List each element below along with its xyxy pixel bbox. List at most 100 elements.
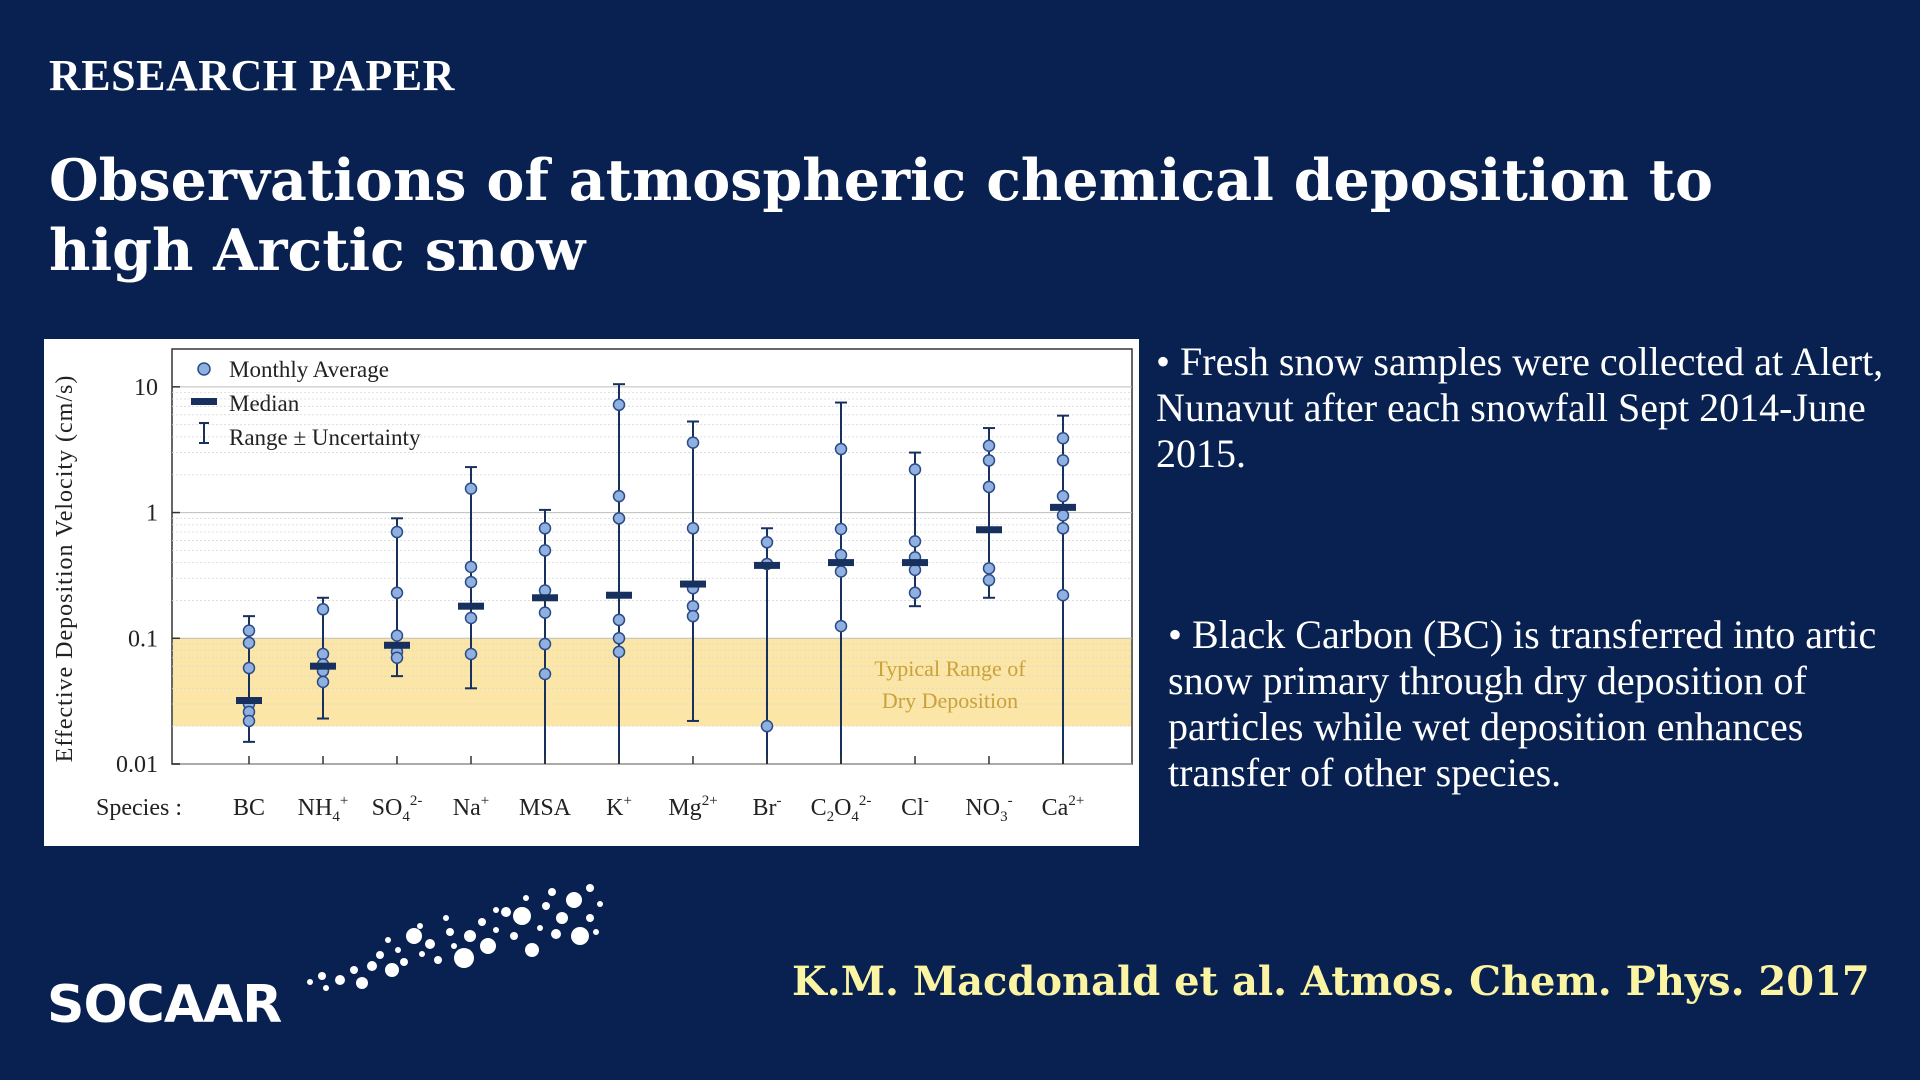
species-6: Mg2+ <box>668 420 718 821</box>
monthly-average-point <box>908 535 922 548</box>
monthly-average-point <box>538 544 552 557</box>
species-label: MSA <box>519 795 572 821</box>
dots-swirl-icon <box>307 884 603 991</box>
median-marker <box>902 559 928 567</box>
median-marker <box>1050 503 1076 511</box>
page-title: Observations of atmospheric chemical dep… <box>49 147 1714 284</box>
monthly-average-point <box>390 651 404 665</box>
median-marker <box>532 594 558 602</box>
species-5: K+ <box>606 383 632 821</box>
band-label-line2: Dry Deposition <box>882 688 1018 713</box>
species-9: Cl- <box>901 451 929 821</box>
species-3: Na+ <box>453 466 489 821</box>
species-label: Cl- <box>901 793 929 821</box>
monthly-average-point <box>1056 454 1070 467</box>
legend-entry: Monthly Average <box>229 357 389 382</box>
monthly-average-point <box>390 586 404 600</box>
median-marker <box>976 526 1002 534</box>
dry-deposition-band <box>173 638 1131 727</box>
monthly-average-point <box>1056 588 1070 602</box>
median-marker <box>754 561 780 569</box>
monthly-average-point <box>834 565 848 578</box>
species-0: BC <box>233 615 265 821</box>
legend-marker-monthly <box>197 362 211 376</box>
species-label: Ca2+ <box>1042 793 1085 821</box>
monthly-average-point <box>1056 509 1070 522</box>
monthly-average-point <box>1056 432 1070 445</box>
monthly-average-point <box>686 522 700 535</box>
monthly-average-point <box>612 489 626 503</box>
median-marker <box>458 602 484 610</box>
y-tick-label: 0.1 <box>128 626 158 652</box>
monthly-average-point <box>316 603 330 616</box>
monthly-average-point <box>242 636 256 650</box>
species-label: K+ <box>606 793 632 821</box>
median-marker <box>680 580 706 588</box>
species-10: NO3- <box>965 427 1013 825</box>
monthly-average-point <box>686 609 700 623</box>
species-label: NH4+ <box>298 793 349 825</box>
monthly-average-point <box>612 613 626 627</box>
monthly-average-point <box>612 398 626 412</box>
logo-text: SOCAAR <box>47 975 282 1035</box>
monthly-average-point <box>760 719 774 733</box>
median-marker <box>236 696 262 704</box>
legend: Monthly Average Median Range ± Uncertainty <box>191 357 421 450</box>
species-2: SO42- <box>372 517 423 825</box>
monthly-average-point <box>538 637 552 651</box>
eyebrow-label: RESEARCH PAPER <box>49 51 455 100</box>
species-label: SO42- <box>372 793 423 825</box>
monthly-average-point <box>390 629 404 642</box>
monthly-average-point <box>982 454 996 467</box>
median-marker <box>828 559 854 567</box>
legend-entry: Range ± Uncertainty <box>229 425 421 450</box>
monthly-average-point <box>834 442 848 456</box>
median-marker <box>310 662 336 670</box>
chart-panel: 10 1 0.1 0.01 Effective Deposition Velocity … <box>44 339 1139 846</box>
monthly-average-point <box>242 661 256 675</box>
monthly-average-point <box>464 611 478 625</box>
legend-marker-median <box>191 398 217 405</box>
monthly-average-point <box>538 667 552 681</box>
monthly-average-point <box>1056 489 1070 503</box>
band-label-line1: Typical Range of <box>874 656 1026 681</box>
citation: K.M. Macdonald et al. Atmos. Chem. Phys.… <box>792 958 1870 1005</box>
monthly-average-point <box>686 436 700 449</box>
bullet-sampling: • Fresh snow samples were collected at A… <box>1156 339 1884 476</box>
species-label: NO3- <box>965 793 1012 825</box>
bullet-black-carbon: • Black Carbon (BC) is transferred into … <box>1168 612 1877 795</box>
monthly-average-point <box>612 632 626 645</box>
monthly-average-point <box>464 560 478 574</box>
x-axis-prefix: Species : <box>96 795 182 821</box>
monthly-average-point <box>908 463 922 476</box>
monthly-average-point <box>612 645 626 659</box>
monthly-average-point <box>242 714 256 728</box>
y-tick-label: 1 <box>146 501 158 527</box>
monthly-average-point <box>834 548 848 562</box>
y-axis-label: Effective Deposition Velocity (cm/s) <box>52 375 78 763</box>
deposition-velocity-chart: 10 1 0.1 0.01 Effective Deposition Velocity … <box>52 348 1133 825</box>
monthly-average-point <box>390 525 404 539</box>
median-marker <box>606 591 632 599</box>
species-11: Ca2+ <box>1042 414 1085 821</box>
monthly-average-point <box>242 624 256 637</box>
species-label: Mg2+ <box>668 793 717 821</box>
monthly-average-point <box>612 512 626 525</box>
monthly-average-point <box>908 586 922 600</box>
monthly-average-point <box>760 536 774 549</box>
monthly-average-point <box>464 647 478 661</box>
species-label: Na+ <box>453 793 489 821</box>
monthly-average-point <box>316 675 330 689</box>
monthly-average-point <box>538 606 552 619</box>
species-1: NH4+ <box>298 596 349 825</box>
y-tick-label: 0.01 <box>116 752 158 778</box>
monthly-average-point <box>982 439 996 452</box>
monthly-average-point <box>316 647 330 661</box>
monthly-average-point <box>464 482 478 495</box>
median-marker <box>384 641 410 649</box>
monthly-average-point <box>982 573 996 587</box>
monthly-average-point <box>464 575 478 589</box>
monthly-average-point <box>982 562 996 575</box>
monthly-average-point <box>834 522 848 536</box>
y-tick-label: 10 <box>134 375 158 401</box>
